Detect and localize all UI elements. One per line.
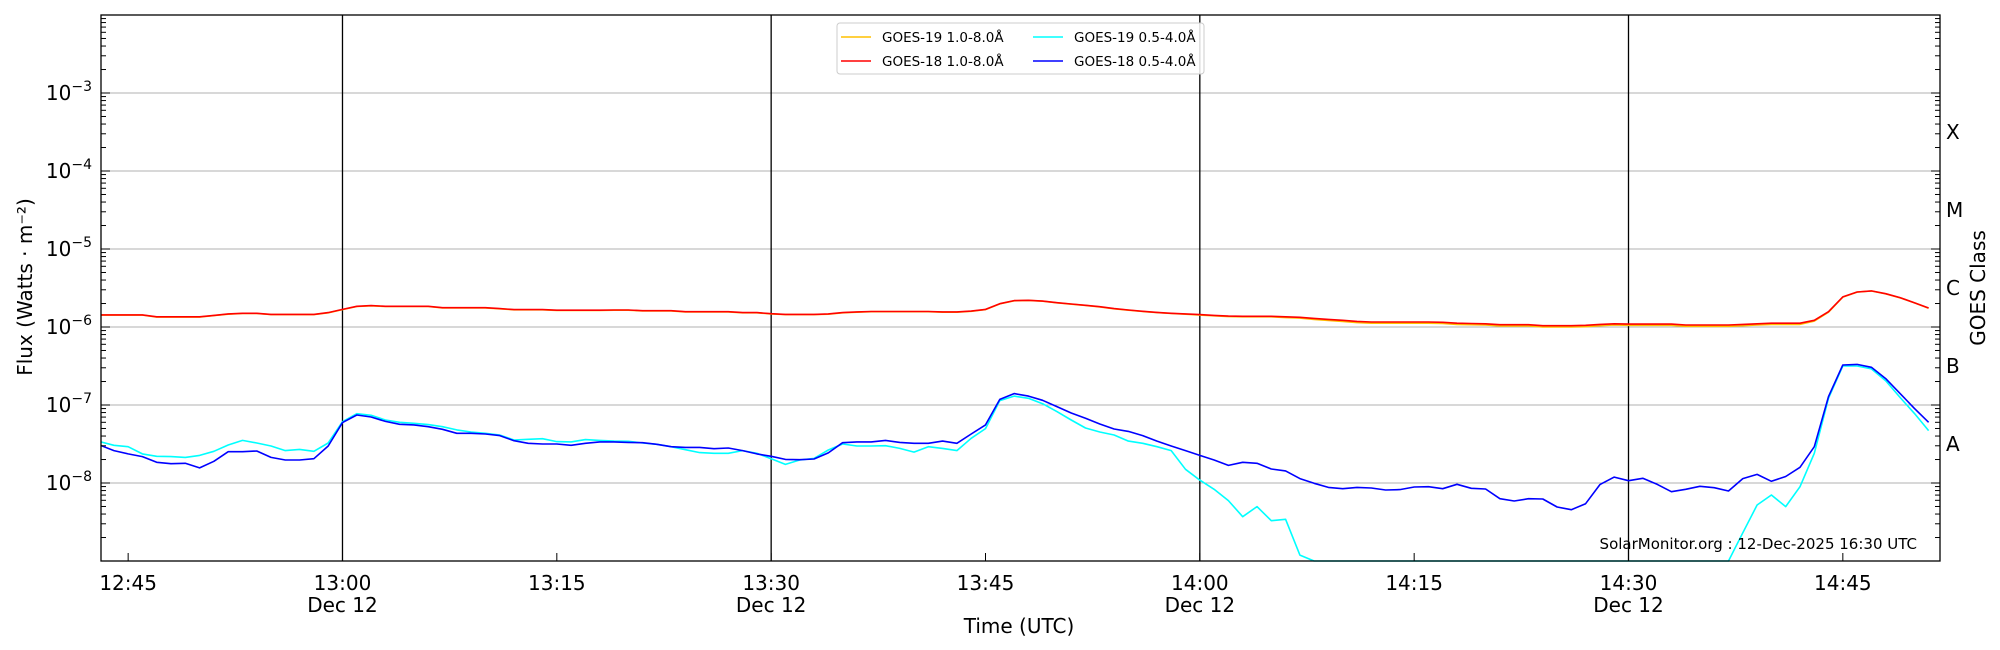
x-tick-label: 14:45 bbox=[1814, 571, 1872, 595]
legend-label: GOES-18 0.5-4.0Å bbox=[1074, 53, 1196, 70]
series-line-goes-18-0-5-4-0- bbox=[101, 363, 1930, 511]
y-tick-label: 10−4 bbox=[46, 157, 92, 183]
legend: GOES-19 1.0-8.0Å GOES-18 1.0-8.0Å GOES-19 … bbox=[836, 22, 1205, 75]
x-tick-label: 14:30 bbox=[1600, 571, 1658, 595]
source-annotation: SolarMonitor.org : 12-Dec-2025 16:30 UTC bbox=[1600, 535, 1917, 553]
x-tick-date-label: Dec 12 bbox=[307, 593, 378, 617]
y-tick-label: 10−6 bbox=[46, 313, 92, 339]
y-tick-label: 10−3 bbox=[46, 79, 92, 105]
series-lines bbox=[101, 290, 1930, 562]
y-tick-label: 10−7 bbox=[46, 391, 92, 417]
plot-frame bbox=[100, 14, 1941, 562]
y-tick-base: 10 bbox=[46, 159, 71, 183]
x-tick-label: 13:30 bbox=[742, 571, 800, 595]
x-tick-label: 12:45 bbox=[99, 571, 157, 595]
goes-class-label: A bbox=[1946, 432, 1960, 456]
x-tick-date-label: Dec 12 bbox=[736, 593, 807, 617]
y-tick-label: 10−8 bbox=[46, 469, 92, 495]
x-axis-label: Time (UTC) bbox=[963, 614, 1075, 638]
y-tick-base: 10 bbox=[46, 393, 71, 417]
goes-class-label: X bbox=[1946, 120, 1960, 144]
legend-label: GOES-19 0.5-4.0Å bbox=[1074, 29, 1196, 46]
legend-label: GOES-18 1.0-8.0Å bbox=[882, 53, 1004, 70]
y-tick-exponent: −3 bbox=[71, 79, 92, 95]
y-tick-exponent: −8 bbox=[71, 469, 92, 485]
series-line-goes-19-0-5-4-0- bbox=[101, 365, 1930, 562]
x-tick-label: 13:15 bbox=[528, 571, 586, 595]
series-line-goes-19-1-0-8-0- bbox=[101, 290, 1929, 328]
y-tick-exponent: −7 bbox=[71, 391, 92, 407]
y-tick-exponent: −4 bbox=[71, 157, 92, 173]
series-line-goes-18-1-0-8-0- bbox=[101, 290, 1929, 327]
y-axis-label: Flux (Watts · m⁻²) bbox=[13, 198, 37, 376]
goes-class-label: M bbox=[1946, 198, 1963, 222]
goes-class-label: C bbox=[1946, 276, 1960, 300]
axis-ticks bbox=[101, 18, 1940, 562]
y-tick-exponent: −5 bbox=[71, 235, 92, 251]
x-tick-label: 13:00 bbox=[314, 571, 372, 595]
y-tick-label: 10−5 bbox=[46, 235, 92, 261]
x-tick-date-label: Dec 12 bbox=[1593, 593, 1664, 617]
x-tick-label: 14:15 bbox=[1385, 571, 1443, 595]
y-tick-base: 10 bbox=[46, 471, 71, 495]
goes-class-label: B bbox=[1946, 354, 1960, 378]
y-axis-right-label: GOES Class bbox=[1966, 230, 1990, 346]
y-tick-base: 10 bbox=[46, 237, 71, 261]
legend-box bbox=[836, 22, 1205, 75]
vertical-markers bbox=[341, 15, 1630, 561]
x-tick-label: 13:45 bbox=[957, 571, 1015, 595]
y-tick-base: 10 bbox=[46, 81, 71, 105]
x-tick-date-label: Dec 12 bbox=[1165, 593, 1236, 617]
gridlines bbox=[101, 92, 1940, 484]
y-tick-exponent: −6 bbox=[71, 313, 92, 329]
legend-label: GOES-19 1.0-8.0Å bbox=[882, 29, 1004, 46]
y-tick-base: 10 bbox=[46, 315, 71, 339]
x-tick-label: 14:00 bbox=[1171, 571, 1229, 595]
